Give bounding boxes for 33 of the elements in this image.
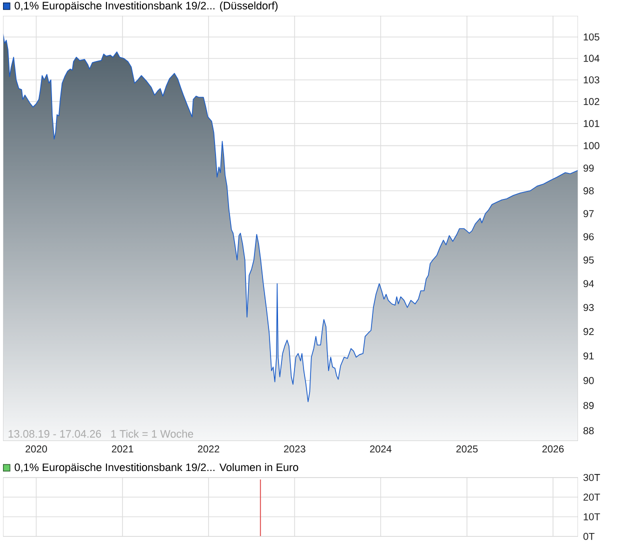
text: 0,1% Europäische Investitionsbank 19/2... Volumen in Euro	[14, 463, 298, 474]
y-tick-label: 0T	[583, 532, 594, 540]
y-tick-label: 100	[584, 142, 600, 150]
x-tick-label: 2026	[542, 445, 564, 452]
x-tick-label: 2025	[456, 445, 478, 452]
x-tick-label: 2023	[284, 445, 306, 452]
y-tick-label: 20T	[584, 494, 600, 501]
x-tick-label: 2022	[198, 445, 220, 452]
y-tick-label: 101	[584, 120, 600, 128]
y-tick-label: 91	[584, 352, 594, 360]
legend-label: 0,1% Europäische Investitionsbank 19/2... (Düsseldorf)	[14, 2, 278, 12]
y-tick-label: 92	[584, 328, 594, 336]
annotation: 13.08.19 - 17.04.26	[8, 430, 101, 438]
y-tick-label: 93	[584, 304, 594, 312]
x-tick-label: 2024	[370, 445, 392, 452]
y-tick-label: 102	[584, 98, 600, 106]
y-tick-label: 105	[584, 33, 600, 41]
y-tick-label: 95	[584, 256, 594, 264]
x-tick-label: 2021	[112, 445, 134, 452]
y-tick-label: 89	[583, 402, 594, 410]
y-tick-label: 94	[584, 280, 594, 288]
x-tick-label: 2020	[26, 445, 47, 452]
y-tick-label: 10T	[584, 513, 600, 520]
y-tick-label: 96	[584, 233, 594, 240]
annotation: 1 Tick = 1 Woche	[111, 430, 194, 438]
y-tick-label: 99	[584, 164, 594, 172]
y-tick-label: 97	[584, 210, 594, 218]
y-tick-label: 90	[584, 377, 594, 384]
y-tick-label: 88	[583, 427, 594, 434]
y-tick-label: 103	[584, 76, 600, 84]
y-tick-label: 104	[584, 54, 600, 62]
y-tick-label: 98	[584, 187, 594, 194]
y-tick-label: 30T	[583, 474, 600, 482]
